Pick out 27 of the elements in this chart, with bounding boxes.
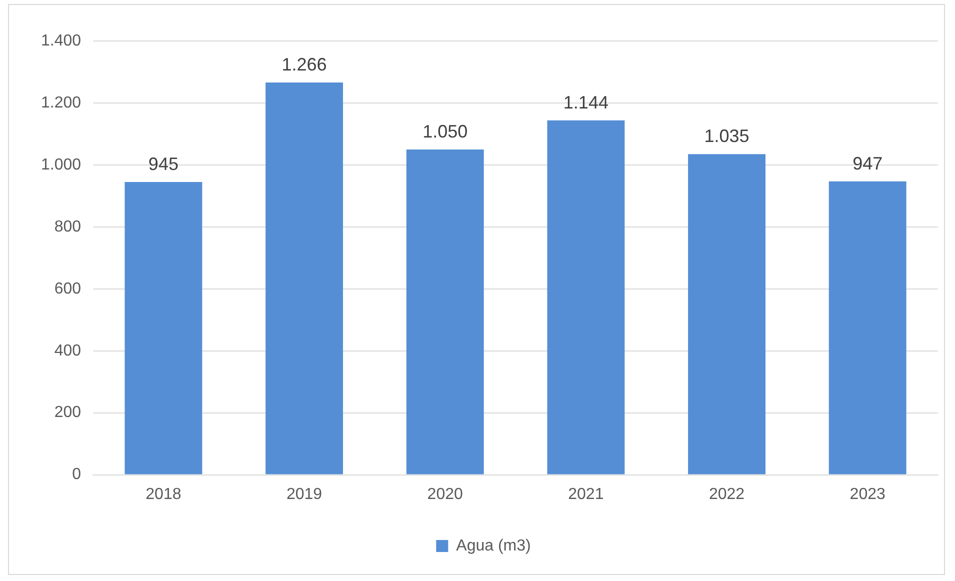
legend-label: Agua (m3) bbox=[456, 537, 531, 554]
data-label: 1.035 bbox=[704, 126, 750, 146]
y-tick-label: 1.000 bbox=[40, 156, 82, 174]
x-tick-label: 2018 bbox=[146, 486, 182, 503]
bar bbox=[688, 154, 766, 474]
bar bbox=[266, 82, 344, 474]
bar bbox=[406, 149, 484, 474]
data-label: 1.144 bbox=[563, 92, 608, 112]
x-tick-label: 2023 bbox=[850, 486, 886, 503]
data-label: 947 bbox=[852, 153, 883, 174]
data-label: 1.266 bbox=[282, 54, 327, 74]
y-tick-label: 1.200 bbox=[40, 94, 82, 112]
x-tick-label: 2022 bbox=[708, 486, 745, 503]
bar bbox=[547, 120, 625, 474]
data-label: 1.050 bbox=[422, 121, 468, 142]
x-tick-label: 2019 bbox=[286, 486, 322, 503]
y-tick-label: 0 bbox=[72, 466, 82, 484]
bar bbox=[828, 181, 906, 474]
y-tick-label: 800 bbox=[54, 218, 82, 236]
x-tick-label: 2020 bbox=[427, 486, 464, 503]
data-label: 945 bbox=[148, 154, 178, 174]
y-tick-label: 400 bbox=[54, 342, 82, 360]
bar bbox=[124, 182, 202, 474]
y-tick-label: 600 bbox=[54, 280, 82, 298]
y-tick-label: 200 bbox=[54, 404, 82, 422]
y-tick-label: 1.400 bbox=[40, 32, 82, 50]
x-tick-label: 2021 bbox=[568, 486, 604, 503]
